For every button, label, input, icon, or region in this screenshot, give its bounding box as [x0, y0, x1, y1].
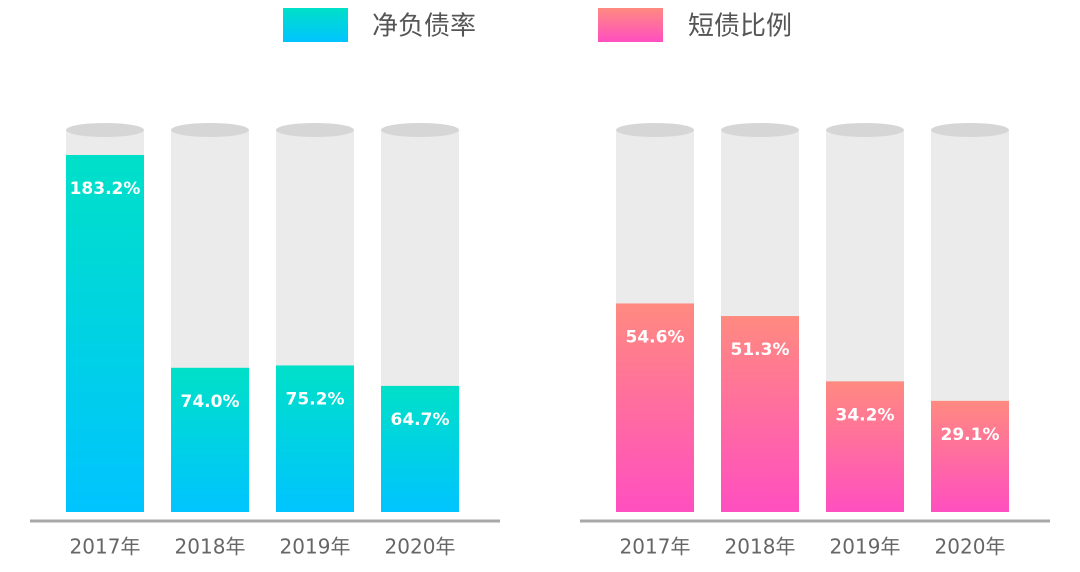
x-tick-label: 2020年 — [935, 535, 1006, 559]
x-tick-label: 2020年 — [385, 535, 456, 559]
bar-cap — [171, 123, 249, 137]
x-tick-label: 2018年 — [725, 535, 796, 559]
value-label: 64.7% — [391, 410, 450, 430]
bar-cap — [826, 123, 904, 137]
legend-swatch — [598, 8, 663, 42]
bar-cap — [66, 123, 144, 137]
bar-cap — [381, 123, 459, 137]
value-label: 29.1% — [941, 425, 1000, 445]
x-tick-label: 2018年 — [175, 535, 246, 559]
bar — [66, 154, 144, 512]
bar — [616, 303, 694, 512]
value-label: 34.2% — [836, 405, 895, 425]
bar-cap — [931, 123, 1009, 137]
x-tick-label: 2019年 — [280, 535, 351, 559]
bar — [276, 365, 354, 512]
value-label: 183.2% — [70, 179, 141, 199]
bar — [171, 367, 249, 512]
bar — [826, 381, 904, 512]
bar — [721, 316, 799, 512]
bar — [931, 400, 1009, 512]
x-tick-label: 2019年 — [830, 535, 901, 559]
legend-label: 净负债率 — [372, 12, 476, 42]
legend-swatch — [283, 8, 348, 42]
value-label: 75.2% — [286, 389, 345, 409]
value-label: 54.6% — [626, 327, 685, 347]
x-tick-label: 2017年 — [620, 535, 691, 559]
value-label: 74.0% — [181, 392, 240, 412]
legend-label: 短债比例 — [688, 12, 792, 42]
bar — [381, 385, 459, 512]
bar-cap — [721, 123, 799, 137]
value-label: 51.3% — [731, 340, 790, 360]
bar-cap — [276, 123, 354, 137]
x-tick-label: 2017年 — [70, 535, 141, 559]
bar-cap — [616, 123, 694, 137]
